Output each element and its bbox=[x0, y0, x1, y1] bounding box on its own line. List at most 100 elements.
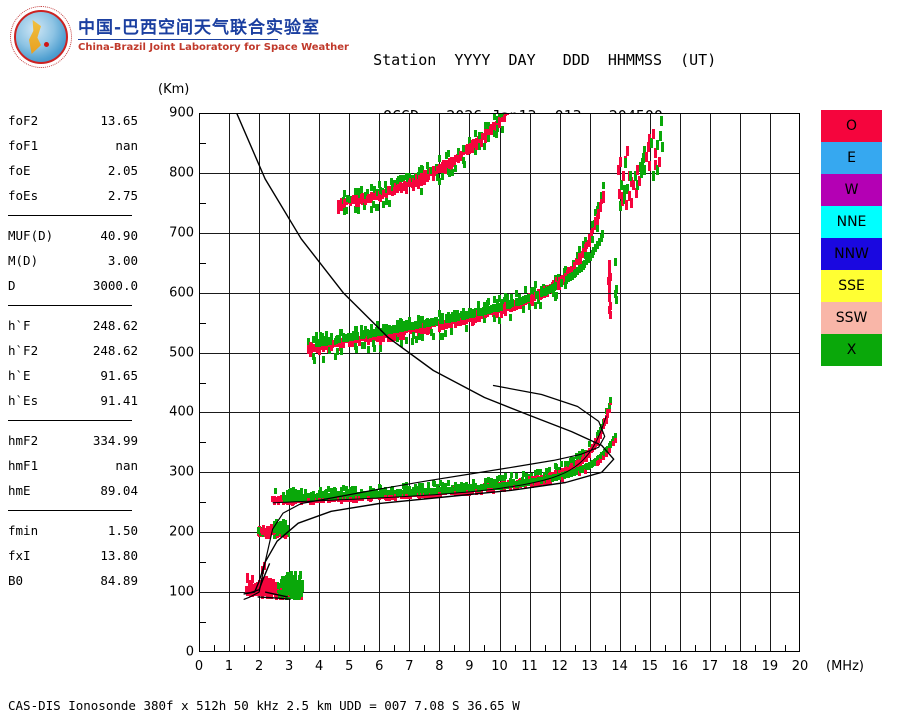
parameter-value: 13.65 bbox=[100, 113, 138, 128]
x-tick-label: 18 bbox=[731, 659, 749, 674]
parameter-row: hmE 89.04 bbox=[8, 478, 138, 503]
x-tick-label: 14 bbox=[611, 659, 628, 674]
legend-item-nnw[interactable]: NNW bbox=[821, 238, 882, 270]
parameter-group-divider bbox=[8, 305, 132, 306]
parameter-name: hmF2 bbox=[8, 433, 39, 448]
x-tick-label: 13 bbox=[581, 659, 598, 674]
parameter-name: foF1 bbox=[8, 138, 39, 153]
ionogram-plot bbox=[199, 101, 801, 653]
parameter-row: foF2 13.65 bbox=[8, 108, 138, 133]
parameter-row: h`Es 91.41 bbox=[8, 388, 138, 413]
x-tick-label: 5 bbox=[345, 659, 354, 674]
instrument-footer: CAS-DIS Ionosonde 380f x 512h 50 kHz 2.5… bbox=[8, 698, 520, 713]
legend-item-w[interactable]: W bbox=[821, 174, 882, 206]
parameter-row: h`F 248.62 bbox=[8, 313, 138, 338]
legend-item-ssw[interactable]: SSW bbox=[821, 302, 882, 334]
x-tick-label: 16 bbox=[671, 659, 689, 674]
legend-item-x[interactable]: X bbox=[821, 334, 882, 366]
polarization-legend: O E W NNE NNW SSE SSW X bbox=[821, 110, 882, 366]
parameter-value: 3.00 bbox=[107, 253, 138, 268]
parameter-name: foF2 bbox=[8, 113, 39, 128]
parameter-group-divider bbox=[8, 420, 132, 421]
lab-logo: 中国-巴西空间天气联合实验室 China-Brazil Joint Labora… bbox=[6, 6, 349, 68]
parameter-row: h`E 91.65 bbox=[8, 363, 138, 388]
parameter-value: 334.99 bbox=[92, 433, 138, 448]
logo-chinese-name: 中国-巴西空间天气联合实验室 bbox=[78, 18, 321, 38]
x-tick-label: 2 bbox=[254, 659, 264, 674]
y-tick-label: 600 bbox=[169, 285, 194, 301]
logo-english-name: China-Brazil Joint Laboratory for Space … bbox=[78, 42, 349, 53]
parameter-name: fmin bbox=[8, 523, 39, 538]
y-tick-label: 700 bbox=[169, 225, 194, 241]
y-tick-label: 400 bbox=[169, 404, 194, 420]
legend-item-e[interactable]: E bbox=[821, 142, 882, 174]
logo-ring-icon bbox=[10, 6, 72, 68]
legend-item-o[interactable]: O bbox=[821, 110, 882, 142]
legend-item-nne[interactable]: NNE bbox=[821, 206, 882, 238]
x-tick-label: 11 bbox=[521, 659, 538, 674]
parameter-row: MUF(D) 40.90 bbox=[8, 223, 138, 248]
y-axis-unit-label: (Km) bbox=[158, 82, 190, 97]
parameter-value: 84.89 bbox=[100, 573, 138, 588]
parameter-name: hmE bbox=[8, 483, 31, 498]
x-tick-label: 20 bbox=[791, 659, 809, 674]
parameter-name: MUF(D) bbox=[8, 228, 54, 243]
y-tick-label: 800 bbox=[169, 165, 194, 181]
x-tick-label: 6 bbox=[375, 659, 384, 674]
parameter-group-divider bbox=[8, 215, 132, 216]
parameter-name: B0 bbox=[8, 573, 24, 588]
parameter-row: foEs 2.75 bbox=[8, 183, 138, 208]
parameter-value: nan bbox=[115, 458, 138, 473]
ionogram-canvas bbox=[199, 101, 801, 653]
parameter-row: M(D) 3.00 bbox=[8, 248, 138, 273]
y-tick-label: 200 bbox=[169, 524, 194, 540]
x-tick-label: 19 bbox=[761, 659, 779, 674]
parameter-row: hmF1 nan bbox=[8, 453, 138, 478]
parameter-value: 91.41 bbox=[100, 393, 138, 408]
parameter-value: 1.50 bbox=[107, 523, 138, 538]
parameter-name: foE bbox=[8, 163, 31, 178]
parameter-value: 2.75 bbox=[107, 188, 138, 203]
parameter-value: 91.65 bbox=[100, 368, 138, 383]
x-tick-label: 9 bbox=[465, 659, 474, 674]
x-axis-unit-label: (MHz) bbox=[826, 659, 864, 674]
parameter-row: h`F2 248.62 bbox=[8, 338, 138, 363]
parameter-name: h`E bbox=[8, 368, 31, 383]
x-tick-label: 8 bbox=[435, 659, 444, 674]
x-tick-label: 12 bbox=[551, 659, 568, 674]
x-tick-label: 10 bbox=[491, 659, 508, 674]
x-axis-tick-labels: 0 1 2 3 4 5 6 7 8 9 10 11 12 13 14 15 16 17 18 19 20 bbox=[195, 659, 808, 677]
parameter-row: D 3000.0 bbox=[8, 273, 138, 298]
parameter-value: nan bbox=[115, 138, 138, 153]
parameter-row: fxI 13.80 bbox=[8, 543, 138, 568]
parameter-row: fmin 1.50 bbox=[8, 518, 138, 543]
parameter-row: hmF2 334.99 bbox=[8, 428, 138, 453]
parameter-name: h`F bbox=[8, 318, 31, 333]
x-tick-label: 7 bbox=[405, 659, 414, 674]
parameter-value: 3000.0 bbox=[92, 278, 138, 293]
x-tick-label: 15 bbox=[641, 659, 659, 674]
parameter-name: M(D) bbox=[8, 253, 39, 268]
parameter-name: h`F2 bbox=[8, 343, 39, 358]
parameter-value: 2.05 bbox=[107, 163, 138, 178]
parameter-row: foE 2.05 bbox=[8, 158, 138, 183]
parameter-panel: foF2 13.65 foF1 nan foE 2.05 foEs 2.75 MUF(D) 40.… bbox=[8, 108, 138, 593]
y-axis-tick-labels: 0 100 200 300 400 500 600 700 800 900 bbox=[150, 106, 194, 660]
parameter-name: hmF1 bbox=[8, 458, 39, 473]
parameter-name: foEs bbox=[8, 188, 39, 203]
parameter-name: fxI bbox=[8, 548, 31, 563]
parameter-value: 13.80 bbox=[100, 548, 138, 563]
parameter-row: foF1 nan bbox=[8, 133, 138, 158]
x-tick-label: 4 bbox=[315, 659, 324, 674]
logo-divider bbox=[78, 39, 278, 40]
parameter-value: 248.62 bbox=[92, 343, 138, 358]
parameter-value: 40.90 bbox=[100, 228, 138, 243]
parameter-name: D bbox=[8, 278, 16, 293]
y-tick-label: 500 bbox=[169, 345, 194, 361]
x-tick-label: 1 bbox=[224, 659, 234, 674]
legend-item-sse[interactable]: SSE bbox=[821, 270, 882, 302]
parameter-name: h`Es bbox=[8, 393, 39, 408]
y-tick-label: 900 bbox=[169, 105, 194, 121]
y-tick-label: 300 bbox=[169, 464, 194, 480]
parameter-value: 89.04 bbox=[100, 483, 138, 498]
